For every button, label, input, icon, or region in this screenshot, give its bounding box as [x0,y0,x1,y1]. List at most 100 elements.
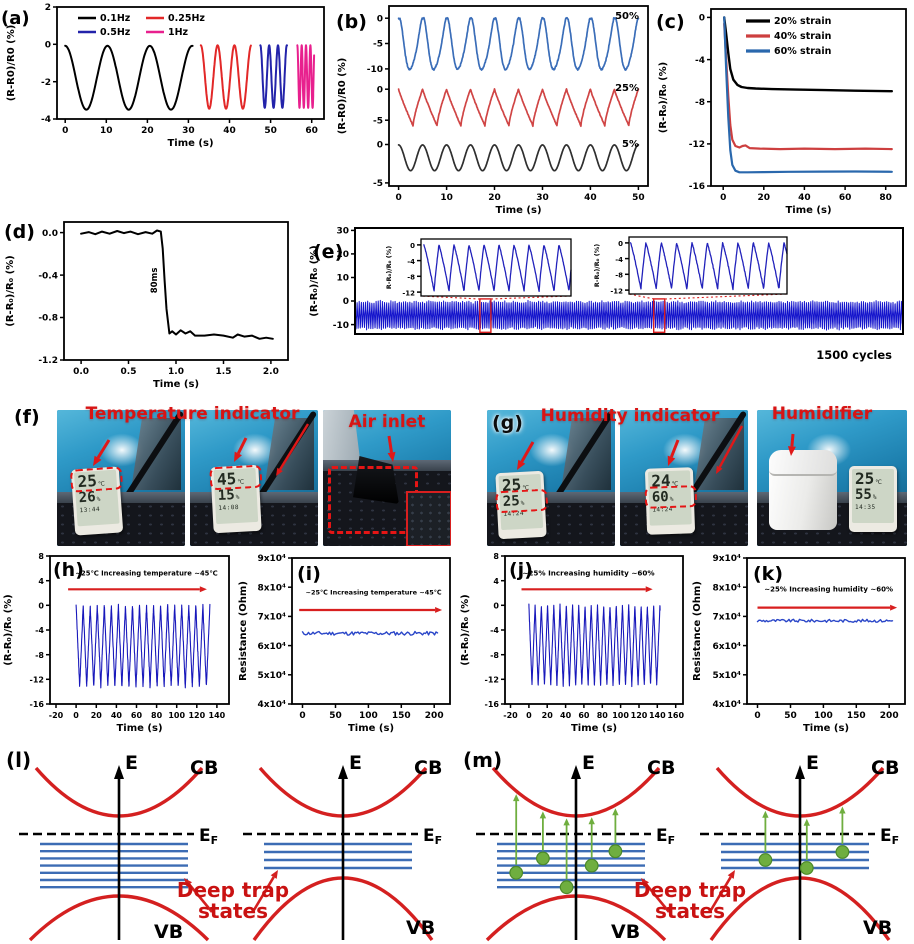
svg-text:0: 0 [62,126,68,136]
svg-text:-4: -4 [490,626,499,635]
svg-text:-12: -12 [30,676,44,685]
svg-text:0: 0 [377,141,383,151]
svg-text:100: 100 [612,711,629,720]
photo-4-indicator: 25 ℃ 25% 14:24 [487,410,615,546]
fermi-level-label: EF [199,826,218,847]
panel-g-label: (g) [492,412,523,434]
svg-text:0: 0 [38,602,44,611]
svg-text:-4: -4 [41,115,51,125]
panel-j-humidity-cycling-chart: 8 4 0 -4 -8 -12 -16 -20 0 20 40 60 80 100 120 140 160 Tim… [457,546,689,746]
conduction-band-label: CB [871,757,899,779]
svg-text:40: 40 [798,193,811,203]
svg-text:~25% Increasing humidity ~60%: ~25% Increasing humidity ~60% [764,586,893,594]
svg-text:(R-R0)/R0 (%): (R-R0)/R0 (%) [337,58,348,135]
energy-axis-arrowhead [114,765,124,779]
svg-text:50: 50 [784,711,797,721]
photo-caption: Air inlet [348,412,426,432]
photo-caption: Temperature indicator [85,404,300,424]
svg-text:8: 8 [38,552,44,561]
humidifier-device [769,450,837,530]
panel-l-band-diagram: (l) E CB VB EF E CB VB EF Deep trap states [0,746,457,944]
svg-text:Time (s): Time (s) [348,723,394,734]
svg-text:10: 10 [336,274,349,284]
svg-text:10: 10 [440,193,453,203]
svg-text:-10: -10 [333,321,349,331]
svg-text:(d): (d) [4,221,35,243]
panel-e-durability-chart: 30 20 10 0 -10 (R-R₀)/R₀ (%) (e) 0 -4 -8 -12 R-R₀)… [305,212,914,398]
svg-text:9x10⁴: 9x10⁴ [712,554,741,564]
svg-text:40% strain: 40% strain [774,31,832,42]
svg-text:0: 0 [699,14,705,24]
svg-text:80: 80 [597,711,609,720]
svg-text:0: 0 [526,711,532,720]
conduction-band-label: CB [647,757,675,779]
energy-label: E [125,752,138,774]
svg-text:(h): (h) [53,559,84,581]
svg-text:200: 200 [425,711,444,721]
svg-text:6x10⁴: 6x10⁴ [257,642,286,652]
svg-text:40: 40 [111,711,123,720]
energy-label: E [349,752,362,774]
svg-text:Resistance (Ohm): Resistance (Ohm) [238,581,249,681]
trapped-electron [799,861,814,875]
svg-text:2: 2 [45,3,51,13]
trapped-electron [509,865,524,880]
svg-text:100: 100 [359,711,378,721]
svg-text:Time (s): Time (s) [116,723,162,734]
svg-text:5x10⁴: 5x10⁴ [712,671,741,681]
svg-text:-8: -8 [695,98,705,108]
svg-text:0: 0 [395,193,401,203]
energy-label: E [582,752,595,774]
svg-text:0.1Hz: 0.1Hz [100,13,131,24]
photo-3-inlet [323,410,451,546]
svg-text:(R-R0)/R0 (%): (R-R0)/R0 (%) [6,25,17,102]
band-diagram-svg: E CB VB EF [243,752,442,941]
valence-band-label: VB [863,917,892,939]
svg-text:(R-R₀)/R₀ (%): (R-R₀)/R₀ (%) [658,62,669,133]
svg-text:100: 100 [814,711,833,721]
svg-text:50: 50 [632,193,645,203]
svg-text:0: 0 [754,711,760,721]
svg-text:-4: -4 [407,258,415,266]
svg-text:-12: -12 [402,289,415,297]
trapped-electron [536,851,550,866]
svg-text:0: 0 [343,297,349,307]
panel-m-band-diagram: (m) E CB VB EF E CB VB EF Deep trap states [457,746,914,944]
svg-text:-16: -16 [485,700,500,709]
chart-svg: 30 20 10 0 -10 (R-R₀)/R₀ (%)(e) [309,227,904,335]
svg-text:1.0: 1.0 [168,367,184,377]
panel-f-label: (f) [14,406,40,428]
chart-svg: 0 -5 -10 50% 0 -5 25% 0 -5 5% 0 10 20 30 40 50 Time (s) (… [336,5,649,215]
svg-text:8x10⁴: 8x10⁴ [257,583,286,593]
svg-text:25%: 25% [615,83,639,94]
chart-svg: 9x10⁴ 8x10⁴ 7x10⁴ 6x10⁴ 5x10⁴ 4x10⁴ 0 50 100 150 2… [238,554,451,734]
svg-text:200: 200 [880,711,899,721]
panel-h-temperature-cycling-chart: 8 4 0 -4 -8 -12 -16 -20 0 20 40 60 80 100 120 140 Time (… [0,546,235,746]
svg-text:-8: -8 [615,272,623,280]
svg-text:(R-R₀)/R₀ (%): (R-R₀)/R₀ (%) [5,255,16,326]
svg-text:~25℃ Increasing temperature ~4: ~25℃ Increasing temperature ~45℃ [75,570,217,578]
svg-text:20: 20 [542,711,554,720]
svg-text:Time (s): Time (s) [495,205,541,215]
panel-i-resistance-temperature-chart: 9x10⁴ 8x10⁴ 7x10⁴ 6x10⁴ 5x10⁴ 4x10⁴ 0 50 100 150 2… [235,546,457,746]
durability-inset-late: 0 -4 -8 -12 R-R₀)/R₀ (%) [591,232,791,308]
svg-text:-12: -12 [485,676,499,685]
svg-text:30: 30 [182,126,195,136]
trapped-electron [608,844,623,859]
fermi-level-label: EF [656,826,675,847]
svg-text:-8: -8 [407,274,415,282]
chart-svg: 9x10⁴ 8x10⁴ 7x10⁴ 6x10⁴ 5x10⁴ 4x10⁴ 0 50 100 150 2… [692,554,906,734]
svg-text:(k): (k) [753,563,783,585]
svg-text:0.25Hz: 0.25Hz [168,13,205,24]
svg-text:4x10⁴: 4x10⁴ [712,700,741,710]
svg-text:(R-R₀)/R₀ (%): (R-R₀)/R₀ (%) [3,594,14,665]
svg-text:1.5: 1.5 [216,367,232,377]
panel-b-strain-amplitude-chart: 0 -5 -10 50% 0 -5 25% 0 -5 5% 0 10 20 30 40 50 Time (s) (… [332,0,654,215]
svg-text:30: 30 [536,193,549,203]
svg-text:Resistance (Ohm): Resistance (Ohm) [692,581,703,681]
svg-text:4: 4 [38,577,44,586]
svg-text:5%: 5% [622,139,639,150]
band-diagram-right: E CB VB EF [240,752,446,942]
row-band-diagrams: (l) E CB VB EF E CB VB EF Deep trap states (m) E CB V… [0,746,914,944]
